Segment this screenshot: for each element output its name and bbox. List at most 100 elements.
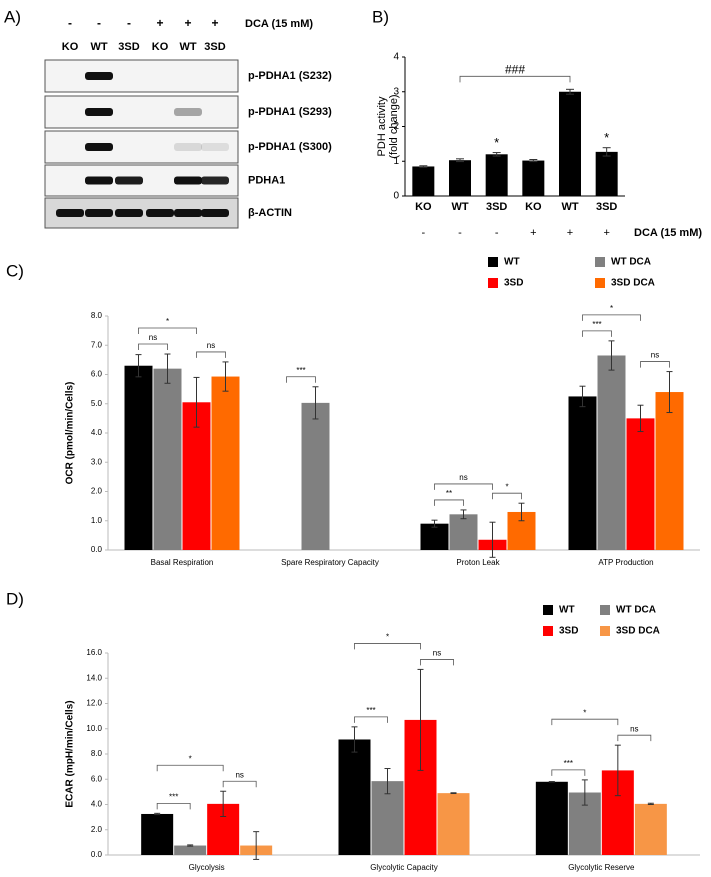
- y-tick-label: 0: [393, 191, 399, 202]
- y-axis-label: ECAR (mpH/min/Cells): [65, 700, 76, 807]
- bar: [141, 813, 174, 855]
- bar: [568, 396, 597, 550]
- significance-label: *: [386, 633, 389, 642]
- bar: [124, 365, 153, 550]
- bar: [535, 781, 568, 855]
- significance-bracket: [582, 314, 641, 321]
- y-axis-label: OCR (pmol/min/Cells): [65, 382, 76, 485]
- significance-bracket: [156, 764, 224, 772]
- legend-swatch: [488, 257, 498, 267]
- y-tick-label: 4.0: [91, 800, 103, 809]
- significance-label: ns: [207, 341, 215, 350]
- bar: [449, 160, 471, 196]
- y-tick-label: 5.0: [91, 399, 103, 408]
- significance-label: *: [166, 317, 169, 326]
- significance-bracket: [551, 718, 619, 726]
- bar: [437, 793, 470, 855]
- significance-label: *: [604, 130, 609, 145]
- treatment-sign: +: [603, 227, 609, 239]
- legend-swatch: [543, 626, 553, 636]
- bar: [559, 91, 581, 196]
- significance-bracket: [354, 716, 388, 723]
- significance-label: ns: [149, 333, 157, 342]
- legend-swatch: [600, 605, 610, 615]
- bar: [412, 166, 435, 196]
- significance-bracket: [617, 734, 652, 742]
- x-tick-label: Glycolysis: [189, 863, 225, 872]
- x-tick-label: Spare Respiratory Capacity: [281, 558, 379, 567]
- x-tick-label: Glycolytic Capacity: [370, 863, 438, 872]
- lane-label: KO: [62, 41, 79, 53]
- bar: [597, 355, 626, 550]
- legend-swatch: [595, 278, 605, 288]
- treatment-sign: +: [156, 16, 163, 30]
- lane-label: WT: [90, 41, 107, 53]
- y-tick-label: 8.0: [91, 311, 103, 320]
- blot-band: [201, 176, 229, 185]
- x-tick-label: Basal Respiration: [151, 558, 214, 567]
- legend-label: WT DCA: [611, 257, 651, 268]
- y-axis-label: (fold change): [388, 94, 400, 158]
- y-tick-label: 1.0: [91, 516, 103, 525]
- significance-bracket: [156, 802, 191, 810]
- legend-swatch: [600, 626, 610, 636]
- blot-band: [56, 209, 84, 217]
- y-tick-label: 7.0: [91, 340, 103, 349]
- blot-frame: [44, 130, 239, 164]
- legend-label: WT DCA: [616, 605, 656, 616]
- significance-bracket: [138, 343, 168, 351]
- legend-label: 3SD DCA: [616, 626, 660, 637]
- significance-label: **: [446, 489, 452, 498]
- treatment-sign: +: [211, 16, 218, 30]
- blot-band: [85, 143, 113, 151]
- significance-bracket: [138, 327, 197, 335]
- blot-band: [85, 108, 113, 116]
- legend-label: WT: [504, 257, 520, 268]
- treatment-sign: -: [421, 227, 425, 239]
- x-tick-label: 3SD: [486, 201, 507, 213]
- x-tick-label: ATP Production: [598, 558, 653, 567]
- bar: [338, 739, 371, 855]
- treatment-sign: -: [127, 16, 131, 30]
- significance-bracket: [222, 780, 257, 788]
- legend-label: 3SD: [559, 626, 578, 637]
- significance-label: ***: [169, 792, 178, 801]
- significance-label: ###: [505, 62, 525, 76]
- treatment-sign: -: [97, 16, 101, 30]
- panel-label: D): [6, 589, 24, 608]
- blot-label: p-PDHA1 (S300): [248, 141, 332, 153]
- significance-label: ns: [235, 770, 243, 779]
- x-tick-label: 3SD: [596, 201, 617, 213]
- legend-label: 3SD DCA: [611, 278, 655, 289]
- legend-swatch: [543, 605, 553, 615]
- significance-label: *: [494, 135, 499, 150]
- treatment-sign: +: [567, 227, 573, 239]
- blot-label: PDHA1: [248, 174, 285, 186]
- y-tick-label: 2.0: [91, 487, 103, 496]
- blot-band: [115, 209, 143, 217]
- blot-band: [174, 108, 202, 116]
- y-tick-label: 4: [393, 52, 399, 63]
- treatment-sign: +: [530, 227, 536, 239]
- bar: [634, 803, 667, 855]
- blot-band: [115, 176, 143, 185]
- lane-label: 3SD: [118, 41, 139, 53]
- y-tick-label: 2.0: [91, 825, 103, 834]
- significance-label: ns: [433, 649, 441, 658]
- significance-label: ***: [296, 366, 305, 375]
- panel-label: A): [4, 7, 21, 26]
- x-tick-label: Glycolytic Reserve: [568, 863, 635, 872]
- significance-bracket: [459, 75, 571, 83]
- treatment-label: DCA (15 mM): [634, 227, 702, 239]
- significance-bracket: [492, 492, 522, 500]
- blot-band: [146, 209, 174, 217]
- significance-label: *: [189, 754, 192, 763]
- blot-band: [201, 143, 229, 151]
- y-tick-label: 16.0: [86, 648, 102, 657]
- legend-swatch: [595, 257, 605, 267]
- significance-label: ns: [630, 724, 638, 733]
- y-tick-label: 10.0: [86, 724, 102, 733]
- x-tick-label: KO: [525, 201, 542, 213]
- y-tick-label: 0.0: [91, 545, 103, 554]
